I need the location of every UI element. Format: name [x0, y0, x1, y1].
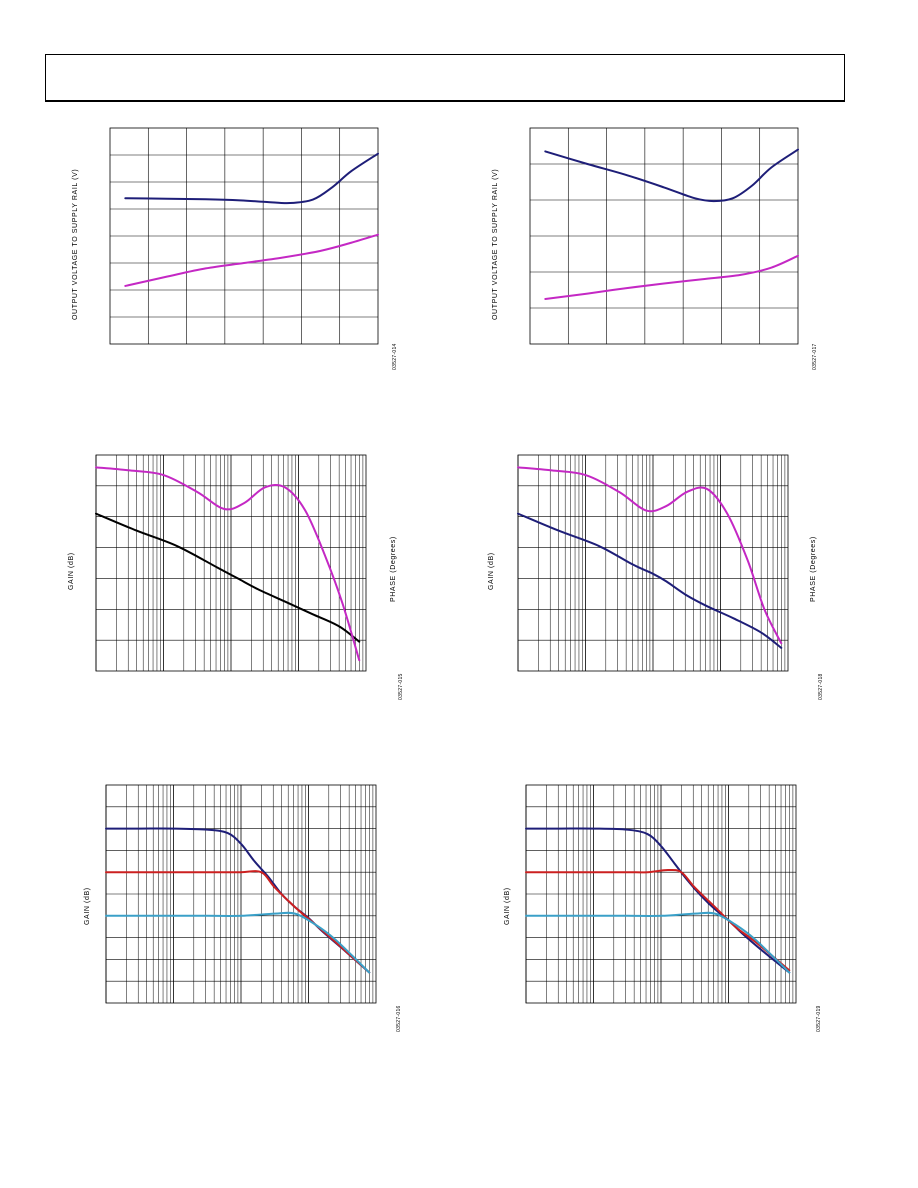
right-axis-label: PHASE (Degrees): [390, 536, 397, 602]
chart-svg: [525, 784, 797, 1004]
series-line-2: [124, 233, 379, 287]
series-line-2: [544, 254, 799, 300]
y-axis-label: GAIN (dB): [84, 887, 91, 925]
y-axis-label: OUTPUT VOLTAGE TO SUPPLY RAIL (V): [72, 168, 79, 320]
chart-figure-1: OUTPUT VOLTAGE TO SUPPLY RAIL (V) 03527-0…: [70, 120, 410, 380]
series-line-3: [105, 911, 371, 974]
figure-number: 03527-016: [396, 1005, 402, 1032]
grid: [105, 785, 376, 1003]
chart-svg: [95, 454, 367, 672]
grid: [95, 455, 366, 671]
chart-svg: [517, 454, 789, 672]
chart-figure-4: GAIN (dB) PHASE (Degrees) 03527-018: [480, 450, 830, 710]
series-line-2: [105, 870, 371, 974]
series-line-2: [525, 868, 791, 972]
chart-svg: [109, 127, 379, 345]
series-line-1: [517, 512, 783, 649]
figure-number: 03527-019: [816, 1005, 822, 1032]
figure-number: 03527-014: [392, 343, 398, 370]
series-line-2: [517, 466, 783, 645]
grid: [110, 128, 378, 344]
grid: [517, 455, 788, 671]
y-axis-label: GAIN (dB): [504, 887, 511, 925]
series-line-1: [124, 152, 379, 205]
chart-svg: [529, 127, 799, 345]
y-axis-label: GAIN (dB): [488, 552, 495, 590]
y-axis-label: OUTPUT VOLTAGE TO SUPPLY RAIL (V): [492, 168, 499, 320]
chart-svg: [105, 784, 377, 1004]
plot-frame: [109, 127, 379, 345]
grid: [525, 785, 796, 1003]
right-axis-label: PHASE (Degrees): [810, 536, 817, 602]
chart-figure-6: GAIN (dB) 03527-019: [500, 780, 830, 1040]
series-line-2: [95, 466, 361, 662]
page-header-box: [45, 54, 845, 102]
plot-frame: [525, 784, 797, 1004]
chart-figure-5: GAIN (dB) 03527-016: [80, 780, 410, 1040]
plot-frame: [95, 454, 367, 672]
figure-number: 03527-015: [398, 673, 404, 700]
figure-number: 03527-017: [812, 343, 818, 370]
series-line-3: [525, 911, 791, 974]
series-line-1: [95, 512, 361, 643]
chart-figure-3: GAIN (dB) PHASE (Degrees) 03527-015: [60, 450, 410, 710]
plot-frame: [529, 127, 799, 345]
figure-number: 03527-018: [818, 673, 824, 700]
plot-frame: [105, 784, 377, 1004]
series-line-1: [544, 148, 799, 203]
plot-frame: [517, 454, 789, 672]
grid: [530, 128, 798, 344]
chart-figure-2: OUTPUT VOLTAGE TO SUPPLY RAIL (V) 03527-0…: [490, 120, 830, 380]
y-axis-label: GAIN (dB): [68, 552, 75, 590]
